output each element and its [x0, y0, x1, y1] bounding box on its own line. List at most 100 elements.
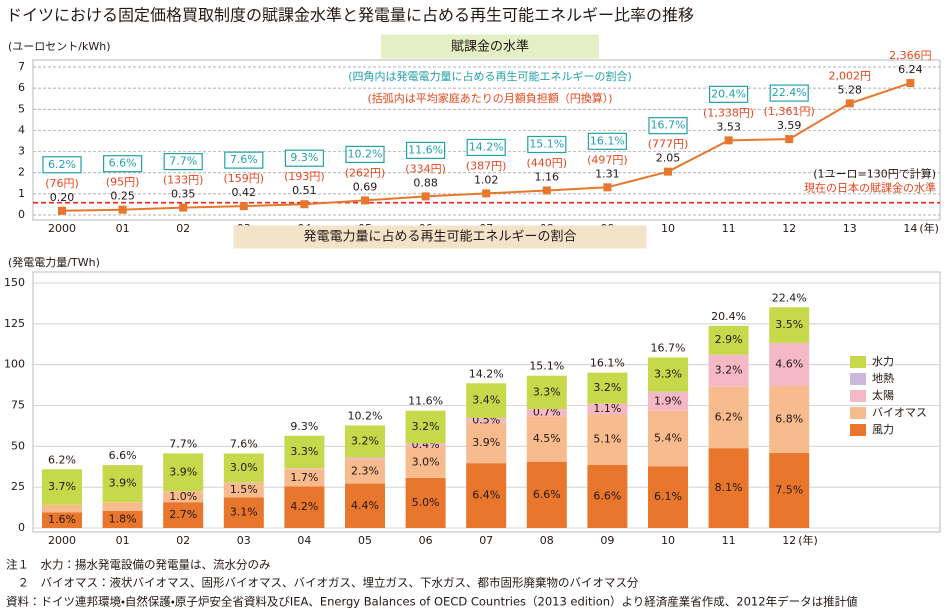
y-tick-label: 75 — [11, 399, 25, 412]
segment-label: 6.8% — [775, 413, 803, 426]
x-tick-label: 10 — [661, 222, 675, 235]
subtitle-box — [233, 225, 647, 249]
share-box — [708, 85, 749, 103]
bar-segment — [102, 465, 143, 503]
data-point — [724, 136, 733, 145]
bar-segment — [708, 354, 749, 387]
bar-segment — [405, 477, 446, 528]
x-axis-unit: (年) — [919, 221, 939, 235]
panel-frame — [32, 271, 941, 533]
total-label: 15.1% — [529, 360, 564, 373]
data-point — [300, 200, 309, 209]
value-label: 3.53 — [716, 120, 741, 133]
data-point — [906, 79, 915, 88]
x-tick-label: 02 — [176, 222, 190, 235]
share-box-label: 16.1% — [590, 134, 625, 147]
bar-segment — [587, 414, 628, 465]
share-box — [587, 132, 628, 150]
x-tick-label: 01 — [116, 534, 130, 547]
segment-label: 3.2% — [715, 364, 743, 377]
burden-label: (193円) — [284, 170, 325, 183]
value-label: 6.24 — [898, 63, 923, 76]
segment-label: 4.6% — [775, 358, 803, 371]
y-axis-label: (発電電力量/TWh) — [8, 255, 100, 269]
legend-label: バイオマス — [872, 406, 927, 419]
burden-label: (497円) — [587, 153, 628, 166]
subtitle-box — [380, 34, 600, 59]
share-box-label: 10.2% — [348, 147, 383, 160]
x-tick-label: 13 — [843, 222, 857, 235]
bar-segment — [345, 457, 385, 460]
data-point — [421, 192, 430, 201]
share-box — [284, 149, 324, 167]
bar-segment — [223, 497, 264, 528]
segment-label: 4.5% — [533, 432, 561, 445]
segment-label: 3.7% — [48, 480, 76, 493]
bar-segment — [769, 453, 810, 528]
bar-segment — [284, 469, 325, 487]
bar-segment — [405, 443, 446, 447]
segment-label: 1.5% — [230, 483, 258, 496]
bar-segment — [223, 482, 264, 483]
burden-label: 2,366円 — [889, 49, 932, 62]
x-tick-label: 03 — [237, 534, 251, 547]
x-tick-label: 07 — [479, 534, 493, 547]
bar-segment — [466, 383, 507, 418]
segment-label: 2.3% — [351, 465, 379, 478]
bar-segment — [284, 486, 325, 528]
y-tick-label: 5 — [18, 102, 25, 115]
total-label: 16.1% — [590, 357, 625, 370]
data-point — [118, 205, 127, 214]
share-box — [42, 156, 82, 174]
footnote: ２ バイオマス：液状バイオマス、固形バイオマス、バイオガス、埋立ガス、下水ガス、… — [6, 576, 639, 590]
legend-label: 地熱 — [872, 372, 894, 385]
legend-swatch — [850, 356, 866, 368]
segment-label: 2.9% — [715, 333, 743, 346]
total-label: 14.2% — [469, 367, 504, 380]
bar-segment — [708, 386, 749, 449]
x-tick-label: 08 — [540, 534, 554, 547]
burden-label: (133円) — [163, 174, 204, 187]
bar-segment — [163, 453, 204, 492]
value-label: 0.35 — [171, 188, 196, 201]
bar-segment — [526, 416, 567, 462]
x-tick-label: 14 — [903, 222, 917, 235]
y-tick-label: 4 — [18, 123, 25, 136]
data-point — [664, 167, 672, 176]
segment-label: 3.5% — [775, 318, 803, 331]
data-point — [482, 189, 491, 198]
bar-segment — [405, 446, 446, 478]
footnote: 資料：ドイツ連邦環境・自然保護・原子炉安全省資料及びIEA、Energy Bal… — [6, 595, 858, 609]
share-box-label: 15.1% — [529, 137, 564, 150]
segment-label: 3.9% — [169, 465, 197, 478]
bar-segment — [102, 502, 143, 511]
total-label: 10.2% — [348, 409, 383, 422]
subtitle: 発電電力量に占める再生可能エネルギーの割合 — [303, 230, 576, 245]
share-box-label: 14.2% — [469, 140, 504, 153]
bar-segment — [42, 504, 82, 513]
segment-label: 3.0% — [412, 455, 440, 468]
x-tick-label: 06 — [419, 534, 433, 547]
y-tick-label: 125 — [4, 317, 25, 330]
bar-segment — [163, 502, 204, 528]
value-label: 0.25 — [110, 190, 135, 203]
reference-label: 現在の日本の賦課金の水準 — [804, 181, 936, 195]
burden-label: (387円) — [466, 159, 507, 172]
data-point — [361, 196, 369, 205]
segment-label: 5.4% — [654, 432, 682, 445]
y-tick-label: 25 — [11, 480, 25, 493]
share-box — [345, 145, 385, 164]
bar-segment — [405, 410, 446, 444]
y-tick-label: 50 — [11, 439, 25, 452]
y-tick-label: 7 — [18, 60, 25, 73]
segment-label: 1.1% — [593, 402, 621, 415]
share-box — [466, 138, 506, 157]
value-label: 2.05 — [656, 152, 681, 165]
bar-segment — [345, 483, 385, 528]
data-point — [239, 202, 248, 211]
bar-segment — [587, 372, 628, 404]
bar-segment — [648, 466, 688, 528]
segment-label: 3.3% — [654, 368, 682, 381]
segment-label: 3.3% — [290, 445, 318, 458]
